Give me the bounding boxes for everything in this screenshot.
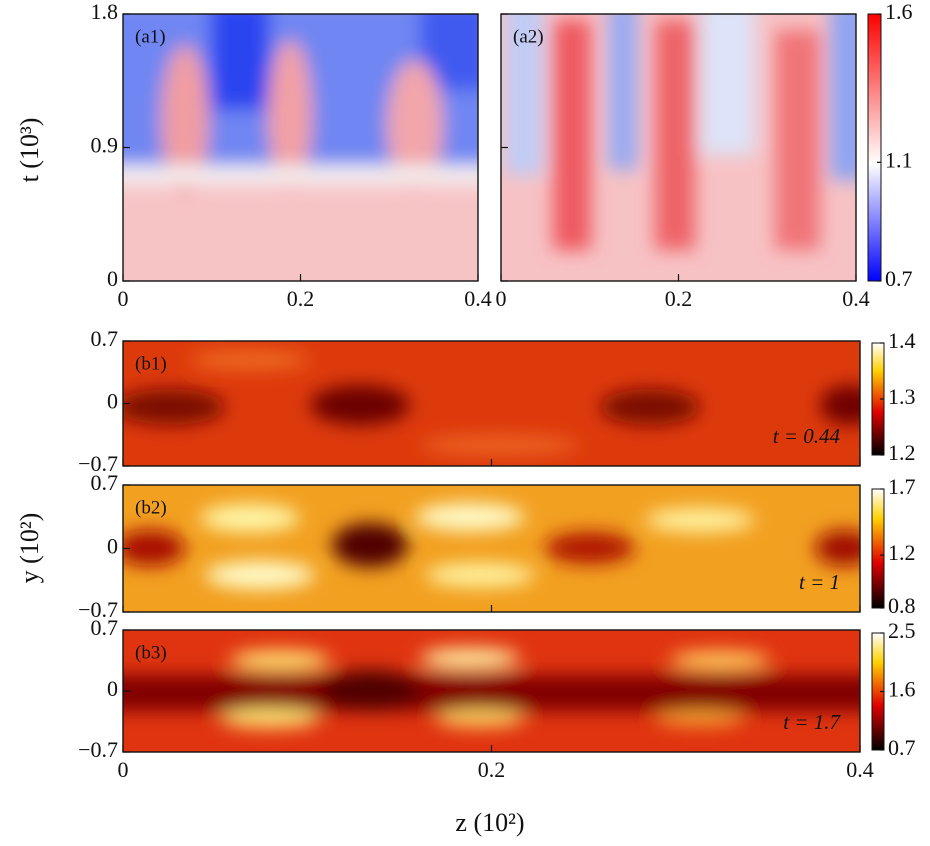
y-tick-label: −0.7 bbox=[78, 737, 118, 762]
field-b2 bbox=[123, 485, 860, 612]
y-tick-label: 0 bbox=[107, 266, 118, 291]
y-tick-label: 0 bbox=[107, 534, 118, 559]
colorbar-tick-label: 0.7 bbox=[888, 735, 916, 760]
y-tick-label: 0 bbox=[107, 389, 118, 414]
x-tick-label: 0.2 bbox=[478, 757, 506, 782]
panel-label: (a1) bbox=[135, 26, 166, 47]
colorbar bbox=[871, 488, 885, 609]
y-tick-label: 0.9 bbox=[91, 133, 119, 158]
y-tick-label: 1.8 bbox=[91, 0, 119, 24]
y-tick-label: 0.7 bbox=[91, 326, 119, 351]
x-tick-label: 0 bbox=[118, 286, 129, 311]
colorbar-tick-label: 2.5 bbox=[888, 618, 916, 643]
annotation: t = 1 bbox=[799, 570, 840, 594]
y-axis-label: y (10²) bbox=[15, 513, 44, 584]
colorbar-tick-label: 1.6 bbox=[885, 0, 913, 24]
field-b3 bbox=[123, 630, 860, 752]
colorbar-tick-label: 1.7 bbox=[888, 474, 916, 499]
x-tick-label: 0.2 bbox=[665, 286, 693, 311]
x-tick-label: 0.2 bbox=[287, 286, 315, 311]
panel-label: (b1) bbox=[135, 353, 167, 374]
colorbar-tick-label: 1.3 bbox=[888, 384, 916, 409]
y-tick-label: 0.7 bbox=[91, 615, 119, 640]
y-axis-label: t (10³) bbox=[15, 118, 44, 183]
colorbar-tick-label: 1.1 bbox=[885, 147, 913, 172]
colorbar-tick-label: 1.4 bbox=[888, 328, 916, 353]
panel-label: (a2) bbox=[513, 26, 544, 47]
field-a2 bbox=[501, 14, 856, 281]
colorbar-tick-label: 1.6 bbox=[888, 677, 916, 702]
y-tick-label: −0.7 bbox=[78, 597, 118, 622]
colorbar-tick-label: 1.2 bbox=[888, 540, 916, 565]
panel-label: (b3) bbox=[135, 642, 167, 663]
x-tick-label: 0.4 bbox=[846, 757, 874, 782]
field-a1 bbox=[123, 14, 478, 281]
y-tick-label: −0.7 bbox=[78, 451, 118, 476]
x-tick-label: 0 bbox=[118, 757, 129, 782]
colorbar-tick-label: 0.8 bbox=[888, 593, 916, 618]
y-tick-label: 0.7 bbox=[91, 470, 119, 495]
x-tick-label: 0.4 bbox=[842, 286, 870, 311]
annotation: t = 0.44 bbox=[773, 424, 841, 448]
colorbar-tick-label: 0.7 bbox=[885, 266, 913, 291]
panel-label: (b2) bbox=[135, 497, 167, 518]
x-axis-label: z (10²) bbox=[455, 808, 524, 837]
colorbar bbox=[867, 13, 882, 282]
annotation: t = 1.7 bbox=[783, 710, 841, 734]
field-b1 bbox=[123, 341, 860, 466]
x-tick-label: 0.4 bbox=[464, 286, 492, 311]
y-tick-label: 0 bbox=[107, 676, 118, 701]
colorbar-tick-label: 1.2 bbox=[888, 440, 916, 465]
x-tick-label: 0 bbox=[496, 286, 507, 311]
